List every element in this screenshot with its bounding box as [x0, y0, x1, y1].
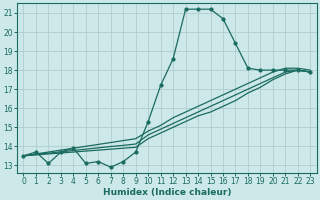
X-axis label: Humidex (Indice chaleur): Humidex (Indice chaleur): [103, 188, 231, 197]
